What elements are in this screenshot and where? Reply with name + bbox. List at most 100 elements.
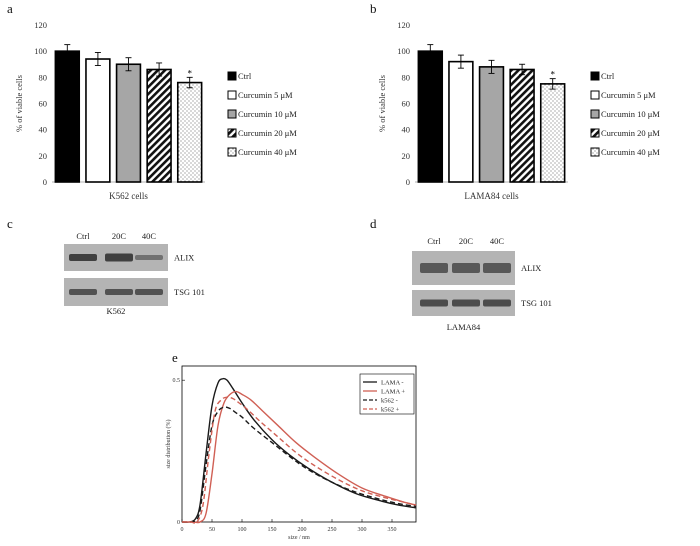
y-tick-label: 100 xyxy=(34,46,47,56)
bar-1 xyxy=(417,50,444,183)
y-tick-label: 20 xyxy=(39,151,48,161)
panel-letter-a: a xyxy=(7,1,13,16)
significance-marker: * xyxy=(187,68,192,78)
x-tick-label: 50 xyxy=(209,527,215,533)
legend-label: Curcumin 20 μM xyxy=(238,128,297,138)
legend-label: k562 + xyxy=(381,407,400,414)
protein-label: TSG 101 xyxy=(521,298,552,308)
protein-band xyxy=(452,299,480,307)
y-axis-label: % of viable cells xyxy=(14,75,24,132)
legend-box xyxy=(359,373,415,415)
bar-1 xyxy=(54,50,81,183)
y-tick-label: 40 xyxy=(39,125,48,135)
y-tick-label: 120 xyxy=(397,20,410,30)
legend-label: Curcumin 10 μM xyxy=(238,109,297,119)
protein-band xyxy=(483,299,511,307)
y-tick-label: 60 xyxy=(402,99,411,109)
y-tick-label: 80 xyxy=(402,72,411,82)
series-line-1 xyxy=(181,377,417,523)
series-line-3 xyxy=(181,406,417,523)
protein-band xyxy=(69,254,97,261)
y-tick-label: 80 xyxy=(39,72,48,82)
y-tick-label: 20 xyxy=(402,151,411,161)
legend-label: Curcumin 20 μM xyxy=(601,128,660,138)
legend-swatch xyxy=(227,109,237,119)
lane-label: 20C xyxy=(112,231,127,241)
protein-band xyxy=(69,289,97,295)
bar-chart-lama84: 0 20 40 60 80 100 120 * % of viable cells LAMA84 … xyxy=(377,20,660,201)
bar-2 xyxy=(85,58,111,183)
y-tick-label: 0 xyxy=(43,177,47,187)
legend-swatch xyxy=(590,109,600,119)
cell-line-label: K562 xyxy=(107,306,126,316)
panel-letter-d: d xyxy=(370,216,377,231)
cell-line-label: LAMA84 xyxy=(447,322,481,332)
legend-swatch xyxy=(590,147,600,157)
x-axis-label: LAMA84 cells xyxy=(464,191,519,201)
protein-band xyxy=(452,263,480,273)
y-axis-label: % of viable cells xyxy=(377,75,387,132)
x-tick-label: 100 xyxy=(238,527,247,533)
bar-5 xyxy=(176,81,203,183)
legend-label: LAMA + xyxy=(381,389,405,396)
bar-chart-k562: 0 20 40 60 80 100 120 * % of viable cells K562 ce… xyxy=(14,20,297,201)
legend-swatch xyxy=(227,71,237,81)
lane-label: 20C xyxy=(459,236,474,246)
x-tick-label: 200 xyxy=(298,527,307,533)
x-tick-label: 300 xyxy=(358,527,367,533)
protein-label: ALIX xyxy=(521,263,541,273)
legend-label: LAMA - xyxy=(381,380,404,387)
bar-5 xyxy=(539,83,566,183)
protein-band xyxy=(420,299,448,307)
legend-label: Curcumin 10 μM xyxy=(601,109,660,119)
bar-3 xyxy=(115,63,142,183)
bar-4 xyxy=(509,68,535,183)
legend-label: k562 - xyxy=(381,398,398,405)
plot-frame xyxy=(181,365,417,523)
series-line-2 xyxy=(182,390,417,524)
series-line-4 xyxy=(182,396,417,524)
legend-label: Curcumin 40 μM xyxy=(238,147,297,157)
y-tick-label: 60 xyxy=(39,99,48,109)
bar-2 xyxy=(448,60,474,183)
lane-label: 40C xyxy=(490,236,505,246)
bar-3 xyxy=(478,66,505,183)
legend-label: Ctrl xyxy=(601,71,615,81)
protein-band xyxy=(105,253,133,262)
y-tick-label: 40 xyxy=(402,125,411,135)
legend-label: Ctrl xyxy=(238,71,252,81)
y-tick-label: 120 xyxy=(34,20,47,30)
protein-label: TSG 101 xyxy=(174,287,205,297)
x-tick-label: 150 xyxy=(268,527,277,533)
x-axis-label: K562 cells xyxy=(109,191,148,201)
size-distribution-chart: 0 50 100 150 200 250 300 350 0 0.5 size / nm size d… xyxy=(165,365,417,541)
legend-label: Curcumin 5 μM xyxy=(238,90,293,100)
legend-swatch xyxy=(227,147,237,157)
y-tick-label: 0 xyxy=(177,520,180,526)
protein-label: ALIX xyxy=(174,253,194,263)
panel-letter-e: e xyxy=(172,350,178,365)
x-tick-label: 250 xyxy=(328,527,337,533)
legend-label: Curcumin 40 μM xyxy=(601,147,660,157)
western-blot-lama84: Ctrl 20C 40C ALIX TSG 101 LAMA84 xyxy=(412,236,552,332)
legend-swatch xyxy=(590,90,600,100)
y-tick-label: 0.5 xyxy=(173,378,181,384)
western-blot-k562: Ctrl 20C 40C ALIX TSG 101 K562 xyxy=(64,231,205,316)
panel-letter-b: b xyxy=(370,1,377,16)
legend-swatch xyxy=(227,128,237,138)
lane-label: 40C xyxy=(142,231,157,241)
legend-swatch xyxy=(590,128,600,138)
x-tick-label: 0 xyxy=(181,527,184,533)
y-tick-label: 100 xyxy=(397,46,410,56)
lane-label: Ctrl xyxy=(76,231,90,241)
protein-band xyxy=(135,255,163,260)
legend-swatch xyxy=(227,90,237,100)
x-axis-label: size / nm xyxy=(288,535,310,541)
legend-label: Curcumin 5 μM xyxy=(601,90,656,100)
y-axis-label: size distribution (%) xyxy=(165,420,172,469)
protein-band xyxy=(105,289,133,295)
bar-4 xyxy=(146,68,172,183)
protein-band xyxy=(135,289,163,295)
legend-swatch xyxy=(590,71,600,81)
